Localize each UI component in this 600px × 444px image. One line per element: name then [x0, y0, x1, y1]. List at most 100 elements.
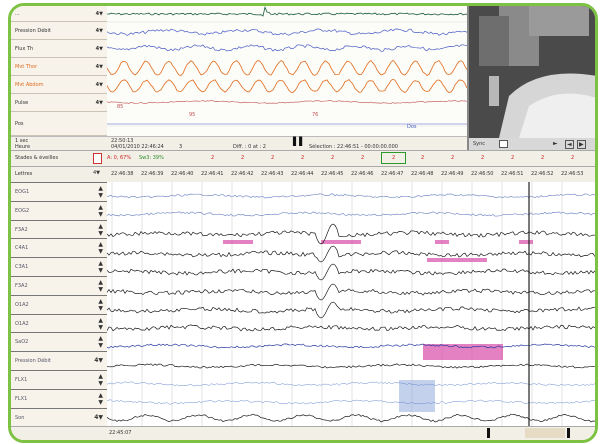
top-signal-plot[interactable]: 85 95 76 Dos — [106, 6, 468, 136]
channel-scale-arrows-icon[interactable]: ▲ ▼ — [98, 373, 103, 387]
time-tick: 22:46:49 — [441, 171, 464, 177]
bottom-channel-label[interactable]: EOG2 ▲ ▼ — [11, 200, 107, 220]
stage-value: 2 — [241, 155, 245, 161]
bottom-channel-label[interactable]: SaO2 ▲ ▼ — [11, 332, 107, 352]
channel-name: SaO2 — [15, 339, 29, 346]
stage-selector-button[interactable] — [93, 153, 102, 164]
top-channel-label[interactable]: Pos — [11, 112, 107, 136]
event-highlight[interactable] — [427, 258, 487, 262]
channel-name: Flux Th — [15, 46, 34, 52]
time-tick: 22:46:50 — [471, 171, 494, 177]
scroll-thumb-left[interactable] — [487, 428, 490, 438]
scroll-window[interactable] — [525, 428, 565, 438]
bottom-channel-label[interactable]: FLX1 ▲ ▼ — [11, 370, 107, 389]
channel-scale-arrows-icon[interactable]: 4▼ — [94, 357, 103, 365]
channel-scale-arrows-icon[interactable]: ▲ ▼ — [98, 335, 103, 350]
video-control-bar: Sync ► ◄ ▶ — [469, 138, 595, 150]
bottom-signal-plot[interactable] — [106, 182, 595, 426]
prev-frame-button[interactable]: ◄ — [565, 140, 574, 149]
bottom-channel-label[interactable]: C4A1 ▲ ▼ — [11, 238, 107, 258]
channel-scale-arrows-icon[interactable]: ▲ ▼ — [98, 391, 103, 406]
event-highlight[interactable] — [223, 240, 253, 244]
top-channel-label[interactable]: Mvt Abdom 4▼ — [11, 76, 107, 94]
info-datetime: 04/01/2010 22:46:24 — [111, 144, 164, 150]
channel-scale-arrows-icon[interactable]: 4▼ — [94, 413, 103, 421]
trace-marker: 76 — [312, 112, 318, 118]
time-tick: 22:46:41 — [201, 171, 224, 177]
trace-bottom — [106, 263, 595, 281]
bottom-channel-label[interactable]: F3A2 ▲ ▼ — [11, 276, 107, 295]
time-tick: 22:46:52 — [531, 171, 554, 177]
bottom-channel-label[interactable]: FLX1 ▲ ▼ — [11, 388, 107, 408]
channel-scale-arrows-icon[interactable]: ▲ ▼ — [98, 316, 103, 331]
bottom-channel-label[interactable]: O1A2 ▲ ▼ — [11, 294, 107, 314]
channel-scale-arrows-icon[interactable]: ▲ ▼ — [98, 279, 103, 293]
channel-name: FLX1 — [15, 377, 28, 383]
bottom-scroll-bar[interactable]: 22:45:07 — [107, 426, 595, 440]
top-channel-label[interactable]: Flux Th 4▼ — [11, 40, 107, 58]
event-highlight[interactable] — [423, 344, 503, 360]
stage-value: 2 — [511, 155, 515, 161]
channel-scale-arrows-icon[interactable]: ▲ ▼ — [98, 241, 103, 256]
trace-bottom — [106, 223, 595, 245]
channel-scale-arrows-icon[interactable]: ▲ ▼ — [98, 222, 103, 237]
channel-name: Pos — [15, 121, 24, 127]
event-highlight[interactable] — [399, 380, 435, 412]
channel-name: F3A2 — [15, 226, 28, 233]
sync-checkbox[interactable] — [499, 140, 508, 148]
channel-scale-arrows-icon[interactable]: ▲ ▼ — [98, 260, 103, 275]
time-tick: 22:46:51 — [501, 171, 524, 177]
stage-value: 2 — [541, 155, 545, 161]
scroll-marker-icon[interactable]: ▌▌ — [293, 137, 306, 146]
channel-gain-control[interactable]: 4▼ — [95, 46, 103, 52]
time-tick: 22:46:39 — [141, 171, 164, 177]
event-highlight[interactable] — [321, 240, 361, 244]
info-date-label: Heure — [15, 144, 31, 150]
bottom-channel-label[interactable]: O1A2 ▲ ▼ — [11, 313, 107, 333]
bottom-channel-label[interactable]: F3A2 ▲ ▼ — [11, 219, 107, 239]
event-highlight[interactable] — [519, 240, 533, 244]
trace-bottom — [106, 193, 595, 199]
bottom-channel-label[interactable]: EOG1 ▲ ▼ — [11, 182, 107, 201]
play-button[interactable]: ► — [553, 140, 558, 147]
stage-value: 2 — [571, 155, 575, 161]
top-channel-label[interactable]: ... 4▼ — [11, 6, 107, 22]
trace-bottom — [106, 343, 595, 349]
channel-gain-control[interactable]: 4▼ — [95, 100, 103, 106]
top-channel-label[interactable]: Pression Débit 4▼ — [11, 22, 107, 40]
channel-name: C4A1 — [15, 245, 29, 252]
next-frame-button[interactable]: ▶ — [577, 140, 586, 149]
trace-bottom — [106, 324, 595, 332]
top-signal-traces: 85 95 76 Dos — [106, 6, 468, 130]
time-tick: 22:46:53 — [561, 171, 584, 177]
bottom-channel-label[interactable]: Son 4▼ — [11, 407, 107, 427]
scroll-thumb-right[interactable] — [567, 428, 570, 438]
channel-gain-control[interactable]: 4▼ — [95, 28, 103, 34]
trace-bottom — [106, 413, 595, 423]
trace-top-6 — [106, 100, 468, 104]
channel-gain-control[interactable]: 4▼ — [95, 11, 103, 17]
stage-value: 2 — [271, 155, 275, 161]
time-tick: 22:46:45 — [321, 171, 344, 177]
channel-gain-control[interactable]: 4▼ — [95, 82, 103, 88]
bottom-signal-panel: EOG1 ▲ ▼ EOG2 ▲ ▼ F3A2 ▲ ▼ C4A1 ▲ ▼ C3A1 ▲ ▼ F3A2 ▲ ▼ O1A2… — [11, 182, 595, 440]
bottom-channel-label[interactable]: C3A1 ▲ ▼ — [11, 257, 107, 276]
trace-bottom — [106, 211, 595, 217]
channel-gain-control[interactable]: 4▼ — [95, 64, 103, 70]
channel-name: C3A1 — [15, 264, 29, 271]
top-channel-label[interactable]: Mvt Thor 4▼ — [11, 58, 107, 76]
channel-name: Pression Débit — [15, 358, 51, 365]
sort-icon[interactable]: 4▼ — [93, 170, 101, 176]
info-left-label: 1 sec — [15, 138, 29, 144]
channel-name: O1A2 — [15, 301, 29, 308]
trace-bottom — [106, 399, 595, 405]
event-highlight[interactable] — [435, 240, 449, 244]
info-diff: Diff. : 0 at : 2 — [233, 144, 266, 150]
bottom-channel-label[interactable]: Pression Débit 4▼ — [11, 351, 107, 370]
channel-scale-arrows-icon[interactable]: ▲ ▼ — [98, 297, 103, 312]
stats-sw: Sw3: 39% — [139, 155, 164, 161]
top-channel-label[interactable]: Pulse 4▼ — [11, 94, 107, 112]
channel-scale-arrows-icon[interactable]: ▲ ▼ — [98, 203, 103, 218]
channel-scale-arrows-icon[interactable]: ▲ ▼ — [98, 185, 103, 199]
channel-name: O1A2 — [15, 320, 29, 327]
